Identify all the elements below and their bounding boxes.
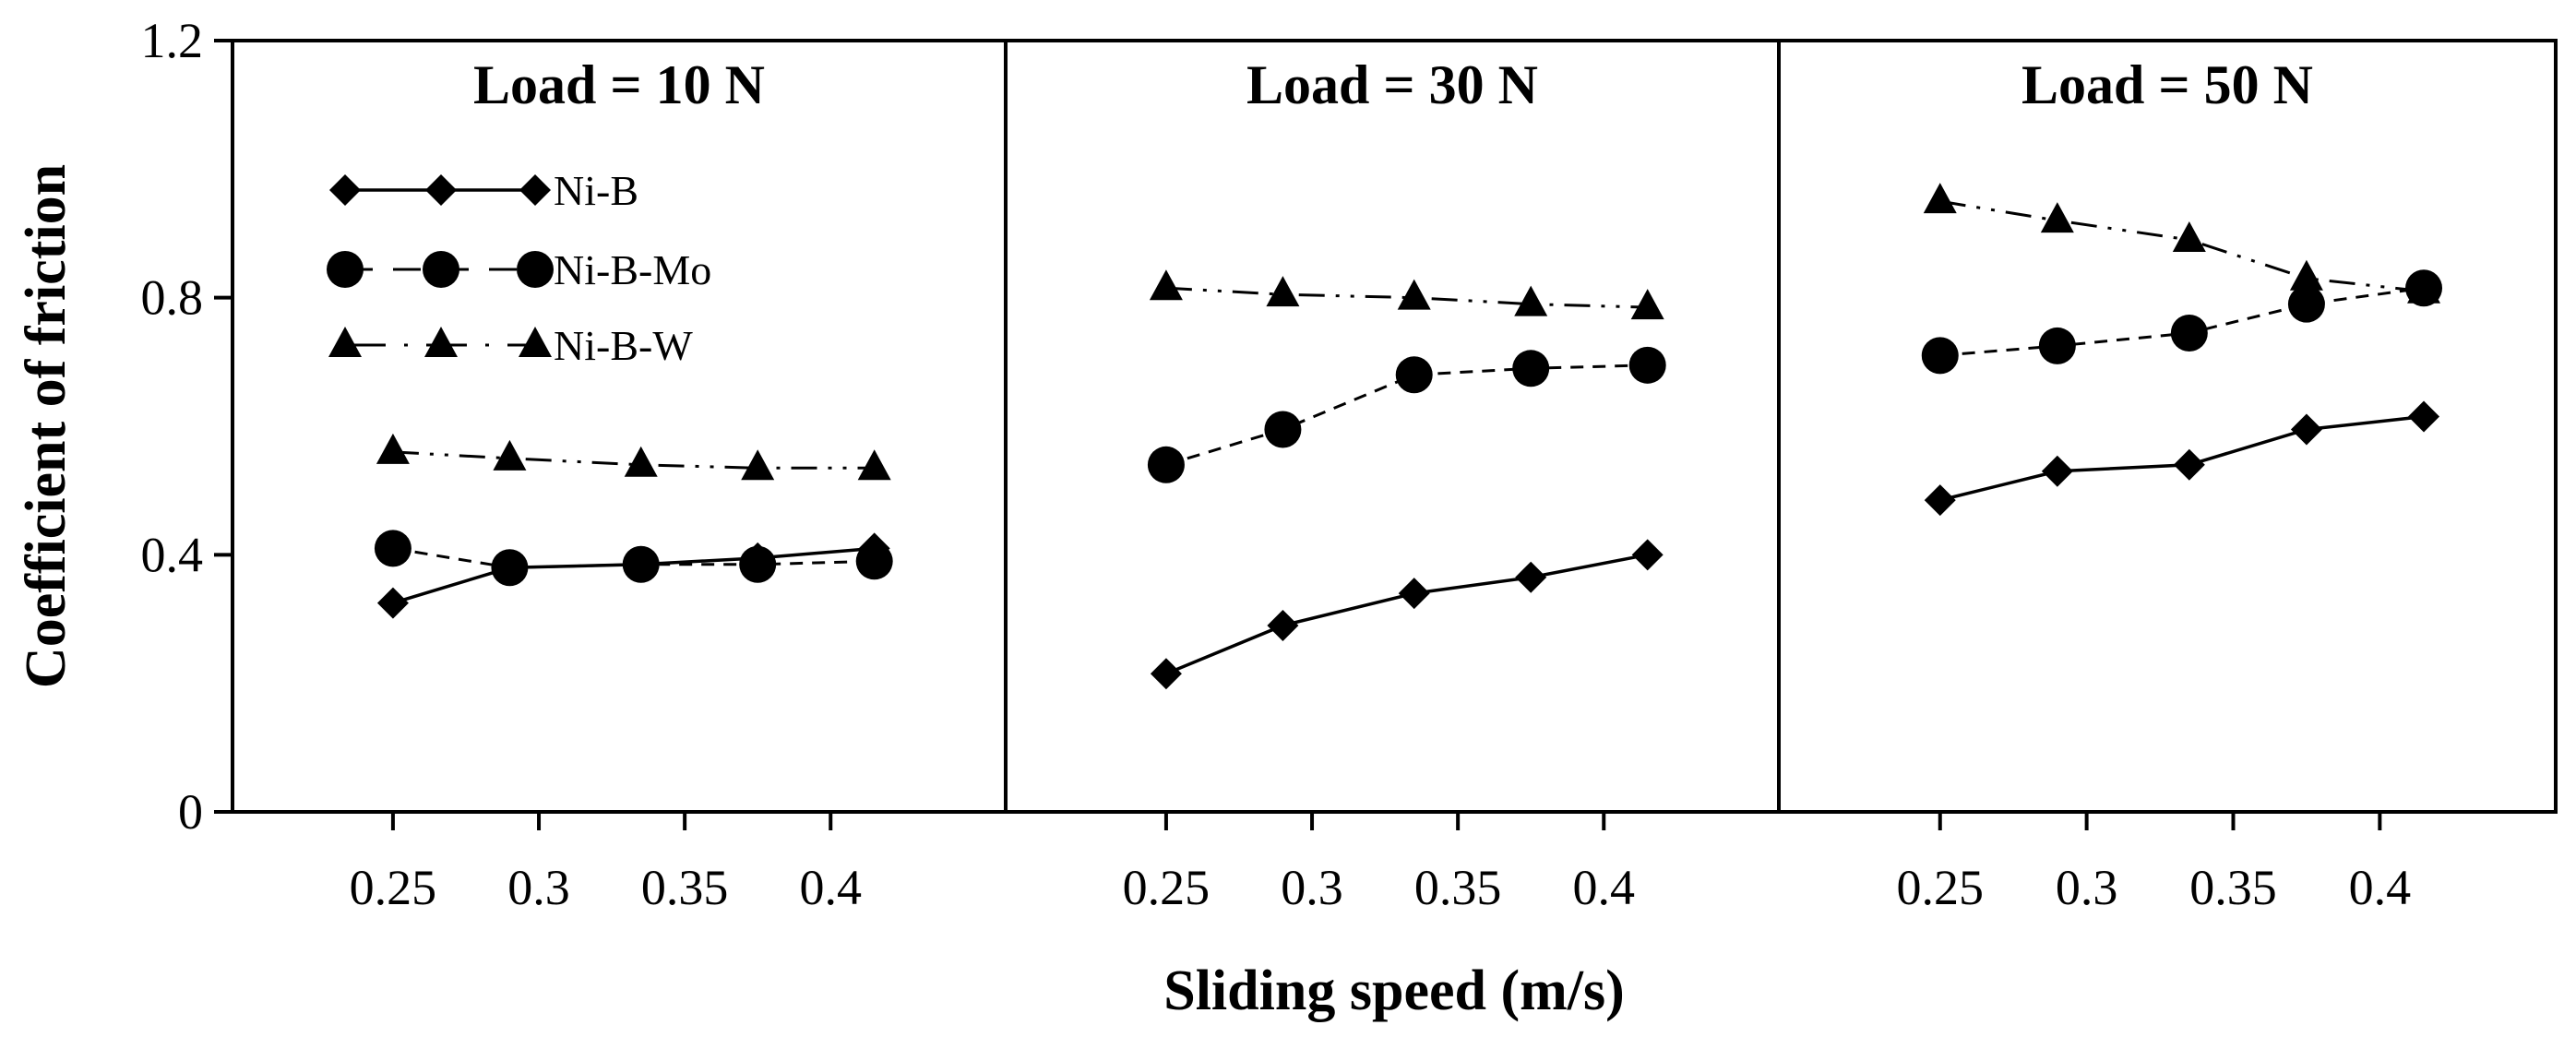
point-ni-b-w-p2 — [1630, 289, 1664, 320]
point-ni-b-w-p1 — [741, 449, 775, 481]
series-line-ni-b-w-p2 — [1165, 286, 1648, 309]
legend-marker-ni-b-mo — [327, 251, 364, 288]
x-tick-label: 0.4 — [2349, 860, 2412, 915]
point-ni-b-w-p3 — [1923, 183, 1957, 214]
point-ni-b-w-p1 — [376, 433, 410, 464]
legend-label-ni-b: Ni-B — [554, 167, 638, 214]
point-ni-b-w-p2 — [1149, 269, 1183, 301]
legend-marker-ni-b-mo — [517, 251, 554, 288]
point-ni-b-mo-p2 — [1264, 411, 1302, 448]
legend-marker-ni-b-w — [424, 327, 458, 357]
series-line-ni-b-w-p1 — [392, 450, 875, 470]
text-layer: 0 0.4 0.8 1.2 0.25 0.3 0.35 0.4 Load = 10 N 0.25 0… — [15, 13, 2411, 1022]
point-ni-b-mo-p2 — [1628, 346, 1666, 384]
point-ni-b-mo-p3 — [2287, 285, 2325, 323]
series-layer — [327, 174, 2443, 690]
point-ni-b-mo-p1 — [622, 545, 660, 583]
point-ni-b-mo-p3 — [1921, 337, 1959, 375]
point-ni-b-p2 — [1150, 658, 1182, 690]
point-ni-b-p3 — [2173, 448, 2205, 481]
x-axis-title: Sliding speed (m/s) — [1163, 960, 1625, 1022]
legend-marker-ni-b — [519, 174, 551, 206]
point-ni-b-p2 — [1631, 539, 1664, 571]
y-tick-label: 0.8 — [141, 270, 204, 326]
point-ni-b-p2 — [1398, 578, 1430, 610]
series-line-ni-b-p2 — [1165, 553, 1649, 675]
x-tick-label: 0.3 — [1281, 860, 1343, 915]
point-ni-b-w-p1 — [857, 449, 891, 481]
plot-frame — [214, 39, 2558, 830]
x-tick-label: 0.25 — [1897, 860, 1985, 915]
point-ni-b-mo-p3 — [2170, 314, 2208, 352]
point-ni-b-p3 — [2290, 413, 2322, 446]
y-tick-label: 0.4 — [141, 527, 204, 582]
legend-marker-ni-b — [329, 174, 361, 206]
point-ni-b-w-p2 — [1397, 279, 1431, 310]
point-ni-b-p1 — [376, 587, 409, 619]
point-ni-b-mo-p1 — [491, 549, 529, 587]
legend-marker-ni-b-w — [519, 327, 552, 357]
point-ni-b-p3 — [2408, 400, 2440, 433]
x-tick-label: 0.25 — [350, 860, 437, 915]
x-tick-label: 0.3 — [2056, 860, 2118, 915]
point-ni-b-mo-p1 — [374, 530, 411, 567]
y-tick-label: 0 — [178, 784, 203, 840]
legend-marker-ni-b-w — [328, 327, 362, 357]
legend-label-ni-b-w: Ni-B-W — [554, 322, 693, 369]
point-ni-b-mo-p3 — [2038, 327, 2076, 364]
panel-title-2: Load = 30 N — [1246, 54, 1538, 115]
x-tick-label: 0.4 — [1573, 860, 1636, 915]
point-ni-b-p3 — [2041, 455, 2073, 487]
point-ni-b-w-p3 — [2289, 259, 2323, 291]
x-tick-label: 0.35 — [641, 860, 729, 915]
point-ni-b-mo-p2 — [1147, 446, 1185, 483]
point-ni-b-p2 — [1267, 609, 1299, 641]
point-ni-b-w-p1 — [493, 439, 527, 471]
x-tick-label: 0.35 — [2189, 860, 2277, 915]
point-ni-b-p3 — [1924, 484, 1956, 517]
legend-marker-ni-b-mo — [423, 251, 459, 288]
point-ni-b-mo-p1 — [739, 545, 777, 583]
point-ni-b-w-p1 — [624, 446, 658, 477]
x-tick-label: 0.25 — [1123, 860, 1210, 915]
point-ni-b-mo-p2 — [1512, 350, 1550, 387]
point-ni-b-p2 — [1515, 561, 1547, 593]
point-ni-b-w-p3 — [2172, 221, 2206, 252]
panel-title-3: Load = 50 N — [2021, 54, 2313, 115]
x-tick-label: 0.35 — [1414, 860, 1502, 915]
x-tick-label: 0.4 — [800, 860, 863, 915]
y-tick-label: 1.2 — [141, 13, 204, 68]
x-tick-label: 0.3 — [507, 860, 570, 915]
point-ni-b-mo-p1 — [855, 542, 893, 580]
legend-label-ni-b-mo: Ni-B-Mo — [554, 246, 711, 293]
legend-marker-ni-b — [425, 174, 457, 206]
y-axis-title: Coefficient of friction — [15, 164, 78, 688]
plot-border — [231, 39, 2558, 814]
panel-title-1: Load = 10 N — [473, 54, 765, 115]
point-ni-b-w-p2 — [1514, 285, 1548, 316]
point-ni-b-mo-p2 — [1395, 356, 1433, 394]
point-ni-b-w-p2 — [1266, 276, 1300, 307]
